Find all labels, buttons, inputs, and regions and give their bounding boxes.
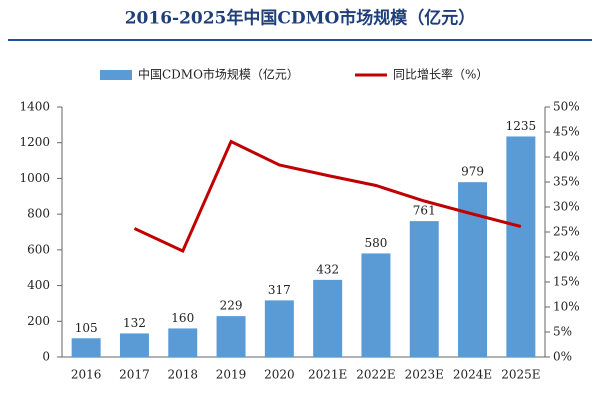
legend-label: 中国CDMO市场规模（亿元） [138,67,299,82]
bar [506,136,536,357]
value-label: 317 [268,283,291,297]
bar [313,279,343,357]
y2-tick-label: 25% [553,225,580,239]
x-tick-label: 2018 [167,368,198,382]
x-tick-label: 2023E [405,368,444,382]
bar [361,253,391,357]
y2-tick-label: 5% [553,325,572,339]
x-tick-label: 2025E [501,368,540,382]
y2-tick-label: 35% [553,175,580,189]
bar [409,221,439,357]
y2-tick-label: 50% [553,100,580,114]
value-label: 132 [123,316,146,330]
y-tick-label: 1000 [19,171,50,185]
y-tick-label: 1400 [19,100,50,114]
y2-tick-label: 40% [553,150,580,164]
y-tick-label: 400 [27,278,50,292]
bar [264,300,294,357]
value-label: 1235 [506,119,537,133]
y2-tick-label: 15% [553,275,580,289]
legend-label: 同比增长率（%） [393,67,488,82]
y2-tick-label: 0% [553,350,572,364]
y-tick-label: 1200 [19,135,50,149]
chart-title: 2016-2025年中国CDMO市场规模（亿元） [125,8,476,29]
growth-line [133,139,522,254]
bar [168,328,198,357]
y-tick-label: 200 [27,314,50,328]
x-tick-label: 2020 [264,368,295,382]
value-label: 761 [413,204,436,218]
value-label: 229 [220,299,243,313]
value-label: 105 [75,321,98,335]
x-tick-label: 2021E [308,368,347,382]
y2-tick-label: 20% [553,250,580,264]
value-label: 160 [171,311,194,325]
x-tick-label: 2019 [216,368,247,382]
legend-swatch [100,70,132,80]
value-label: 432 [316,262,339,276]
value-label: 580 [364,236,387,250]
bar [119,333,149,357]
y2-tick-label: 30% [553,200,580,214]
y-tick-label: 800 [27,207,50,221]
y2-tick-label: 45% [553,125,580,139]
x-tick-label: 2024E [453,368,492,382]
value-label: 979 [461,165,484,179]
bar [458,182,488,357]
x-tick-label: 2022E [356,368,395,382]
y2-tick-label: 10% [553,300,580,314]
x-tick-label: 2017 [119,368,150,382]
bar [216,316,246,357]
x-tick-label: 2016 [71,368,102,382]
y-tick-label: 600 [27,242,50,256]
y-tick-label: 0 [42,350,50,364]
bar [71,338,101,357]
